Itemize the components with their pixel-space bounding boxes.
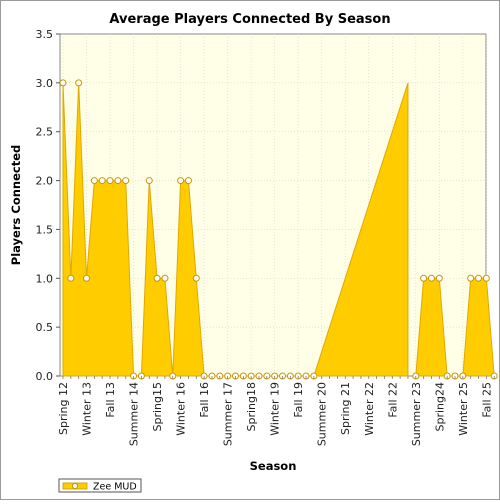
x-tick-label: Fall 19 [292,382,305,418]
x-axis: Spring 12 Winter 13 Fall 13 Summer 14 Spring… [57,376,495,446]
y-axis: 0.0 0.5 1.0 1.5 2.0 2.5 3.0 3.5 [36,28,60,383]
data-point [177,177,185,185]
data-point [427,274,435,282]
y-tick-label: 2.0 [36,175,54,188]
legend: Zee MUD [58,478,142,493]
data-point [114,177,122,185]
x-tick-label: Winter 13 [81,382,94,436]
x-tick-label: Fall 16 [198,382,211,418]
data-point [106,177,114,185]
data-point [83,274,91,282]
x-tick-label: Spring 21 [339,382,352,435]
x-tick-label: Summer 20 [316,382,329,446]
x-tick-label: Fall 25 [480,382,493,418]
x-tick-label: Summer 23 [410,382,423,446]
x-tick-label: Fall 22 [386,382,399,418]
data-point [98,177,106,185]
chart-title: Average Players Connected By Season [109,12,390,27]
data-point [475,274,483,282]
x-tick-label: Summer 14 [128,382,141,446]
x-axis-title: Season [250,459,297,473]
data-point [184,177,192,185]
x-tick-label: Fall 13 [104,382,117,418]
data-point [467,274,475,282]
y-tick-label: 1.0 [36,272,54,285]
data-point [67,274,75,282]
y-axis-title: Players Connected [9,145,23,265]
data-point [145,177,153,185]
x-tick-label: Winter 22 [363,382,376,436]
y-tick-label: 2.5 [36,126,54,139]
data-point [482,274,490,282]
y-tick-label: 0.5 [36,321,54,334]
data-point [122,177,130,185]
data-point [75,79,83,87]
x-tick-label: Spring24 [433,382,446,432]
data-point [420,274,428,282]
y-tick-label: 1.5 [36,223,54,236]
x-tick-label: Winter 19 [269,382,282,436]
x-tick-label: Spring18 [245,382,258,432]
data-point [161,274,169,282]
x-tick-label: Spring15 [151,382,164,432]
data-point [435,274,443,282]
data-point [192,274,200,282]
x-tick-label: Winter 16 [175,382,188,436]
legend-marker [71,482,79,490]
data-point [59,79,67,87]
y-tick-label: 3.0 [36,77,54,90]
data-point [90,177,98,185]
data-point [153,274,161,282]
legend-label: Zee MUD [93,482,137,493]
x-tick-label: Summer 17 [222,382,235,446]
x-tick-label: Spring 12 [57,382,70,435]
x-tick-label: Winter 25 [457,382,470,436]
y-tick-label: 3.5 [36,28,54,41]
y-tick-label: 0.0 [36,370,54,383]
